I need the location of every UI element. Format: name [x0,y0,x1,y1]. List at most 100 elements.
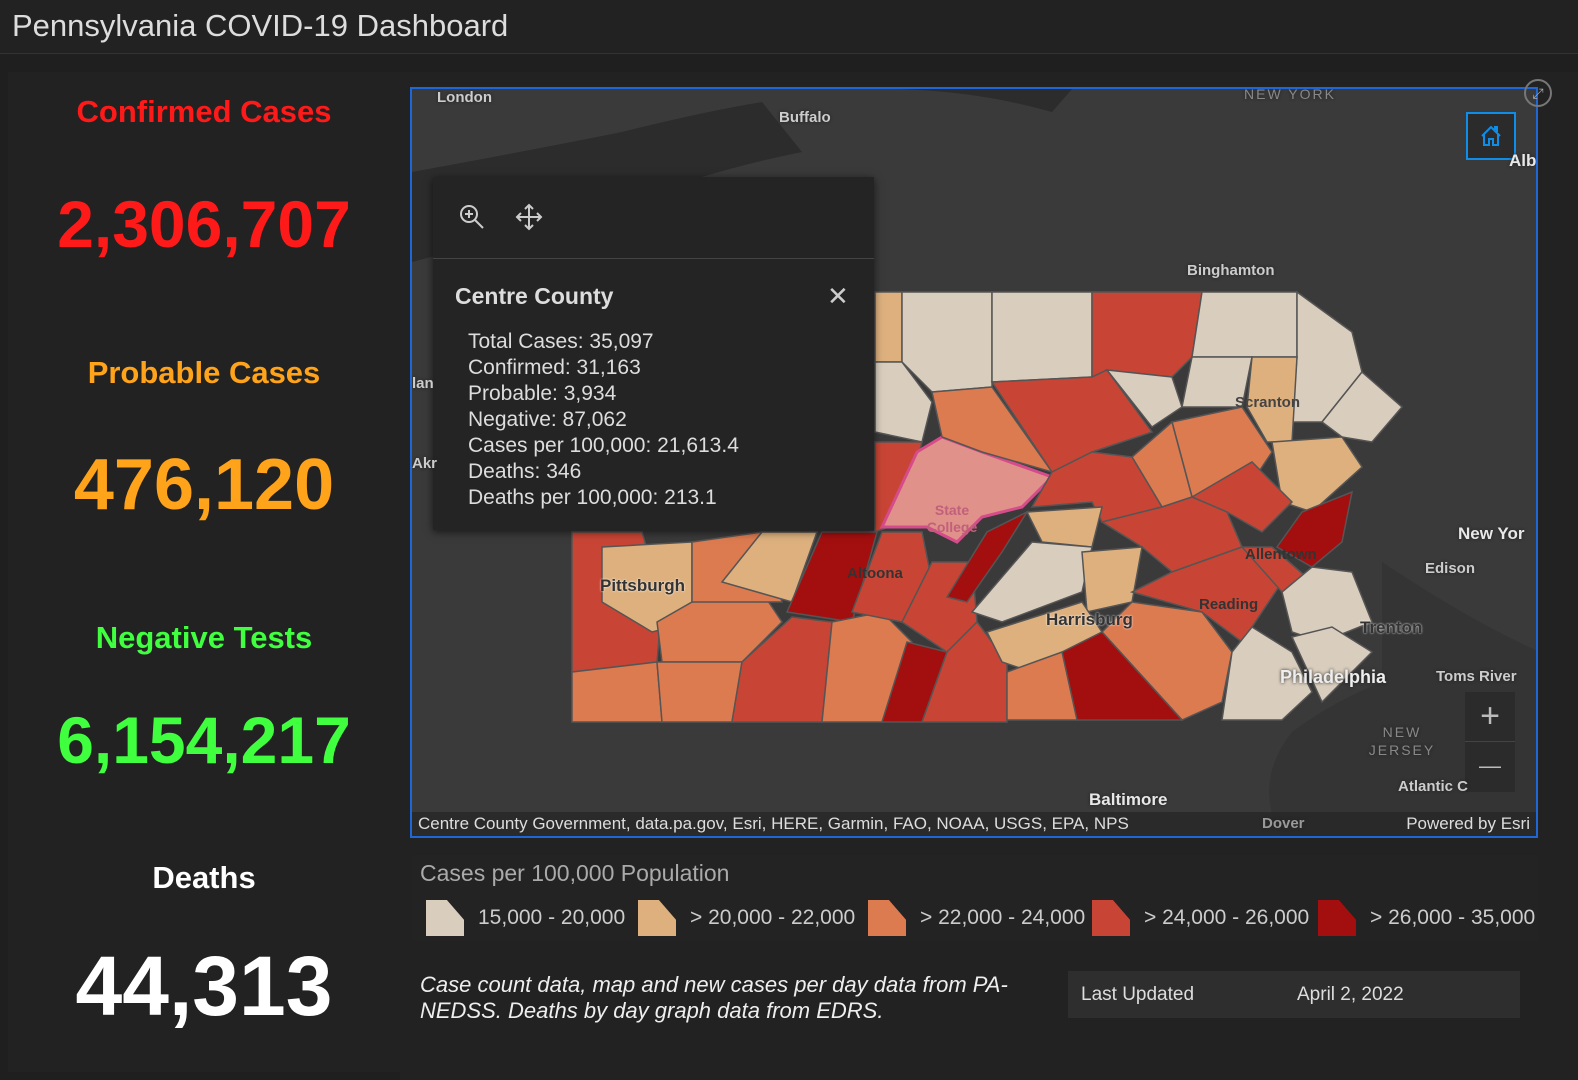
powered-by-esri-link[interactable]: Powered by Esri [1406,814,1530,833]
zoom-out-button[interactable]: — [1479,753,1501,778]
legend-label: > 26,000 - 35,000 [1370,906,1536,929]
popup-title: Centre County [455,283,614,309]
probable-cases-value: 476,120 [73,445,335,525]
legend-label: 15,000 - 20,000 [478,906,626,929]
popup-row: Deaths per 100,000: 213.1 [468,486,717,509]
expand-icon: ⤢ [1532,85,1544,101]
legend-swatch [426,900,464,936]
county[interactable] [1281,566,1373,643]
attribution-text: Centre County Government, data.pa.gov, E… [418,814,1129,833]
county[interactable] [1091,291,1203,379]
legend-label: > 20,000 - 22,000 [690,906,856,929]
map-label: London [437,89,492,106]
negative-tests-value: 6,154,217 [57,703,351,777]
county[interactable] [850,531,933,623]
map-label: New Yor [1458,524,1525,543]
map-label: Altoona [847,565,903,582]
county[interactable] [991,291,1093,383]
stats-panel: Confirmed Cases 2,306,707 Probable Cases… [8,72,400,1072]
map-label: State College [926,502,978,535]
map-label: lan [412,375,434,392]
legend-item: > 22,000 - 24,000 [868,900,1085,936]
legend-swatch [1092,900,1130,936]
county[interactable] [1221,626,1313,721]
popup-row: Deaths: 346 [468,460,582,483]
county[interactable] [945,510,1030,603]
map-svg[interactable] [412,89,1538,838]
map-label: NEW YORK [1244,87,1336,102]
close-icon[interactable]: ✕ [827,281,849,311]
map-label: Trenton [1360,618,1423,637]
map-label: Dover [1262,815,1305,832]
map-label: Atlantic C [1398,778,1469,795]
popup-row: Confirmed: 31,163 [468,356,641,379]
county[interactable] [571,661,663,723]
home-button[interactable] [1466,112,1516,160]
legend-title: Cases per 100,000 Population [420,860,730,886]
county[interactable] [1191,291,1298,358]
legend-swatch [638,900,676,936]
map-label: Philadelphia [1280,667,1387,687]
county[interactable] [1025,506,1103,548]
county[interactable] [656,661,743,723]
county[interactable] [874,291,903,363]
county[interactable] [1006,651,1078,721]
map-legend: Cases per 100,000 Population 15,000 - 20… [412,855,1538,941]
page-title: Pennsylvania COVID-19 Dashboard [12,8,509,43]
confirmed-cases-value: 2,306,707 [57,187,351,261]
zoom-to-icon[interactable] [458,203,486,231]
map-attribution: Centre County Government, data.pa.gov, E… [412,812,1536,836]
popup-row: Cases per 100,000: 21,613.4 [468,434,739,457]
county[interactable] [901,291,993,393]
county[interactable] [1100,496,1244,573]
legend-item: > 24,000 - 26,000 [1092,900,1309,936]
last-updated-box: Last Updated April 2, 2022 [1068,971,1520,1018]
map-label: Reading [1199,596,1259,613]
county[interactable] [874,361,933,443]
legend-label: > 24,000 - 26,000 [1144,906,1310,929]
legend-label: > 22,000 - 24,000 [920,906,1086,929]
map-label: NEW JERSEY [1368,724,1436,758]
home-icon [1481,125,1501,146]
county[interactable] [1320,370,1404,443]
pa-counties [571,290,1404,723]
deaths-label: Deaths [152,860,256,895]
header: Pennsylvania COVID-19 Dashboard [0,0,1578,54]
legend-item: 15,000 - 20,000 [426,900,625,936]
popup-row: Negative: 87,062 [468,408,627,431]
map-label: Alb [1509,151,1537,170]
map-label: Scranton [1235,394,1301,411]
legend-item: > 20,000 - 22,000 [638,900,855,936]
fullscreen-button[interactable]: ⤢ [1524,79,1552,107]
legend-swatch [868,900,906,936]
county[interactable] [720,531,819,603]
county[interactable] [1275,490,1354,568]
map-label: Baltimore [1089,790,1168,809]
map-label: Edison [1425,560,1476,577]
zoom-in-button[interactable]: + [1465,692,1515,742]
probable-cases-label: Probable Cases [87,355,321,390]
map-label: Pittsburgh [600,576,685,595]
centre-county[interactable] [879,435,1055,544]
county[interactable] [931,386,1054,474]
last-updated-label: Last Updated [1081,984,1195,1005]
map-label: Akr [412,455,438,472]
county[interactable] [1290,626,1374,704]
last-updated-value: April 2, 2022 [1297,984,1404,1005]
map-label: Allentown [1245,546,1317,563]
negative-tests-label: Negative Tests [95,620,313,655]
county[interactable] [821,611,913,723]
lake-ontario [902,89,1072,112]
confirmed-cases-label: Confirmed Cases [76,94,332,129]
zoom-controls: + — [1465,692,1515,792]
legend-item: > 26,000 - 35,000 [1318,900,1535,936]
map-label: Harrisburg [1046,610,1133,629]
deaths-value: 44,313 [75,939,333,1033]
map-label: Buffalo [779,109,831,126]
map-label: Binghamton [1187,262,1275,279]
popup-row: Probable: 3,934 [468,382,617,405]
map-label: Toms River [1436,668,1517,685]
popup-details: Total Cases: 35,097 Confirmed: 31,163 Pr… [468,329,739,511]
county-popup: Centre County ✕ Total Cases: 35,097 Conf… [433,177,874,530]
pan-icon[interactable] [515,203,543,231]
